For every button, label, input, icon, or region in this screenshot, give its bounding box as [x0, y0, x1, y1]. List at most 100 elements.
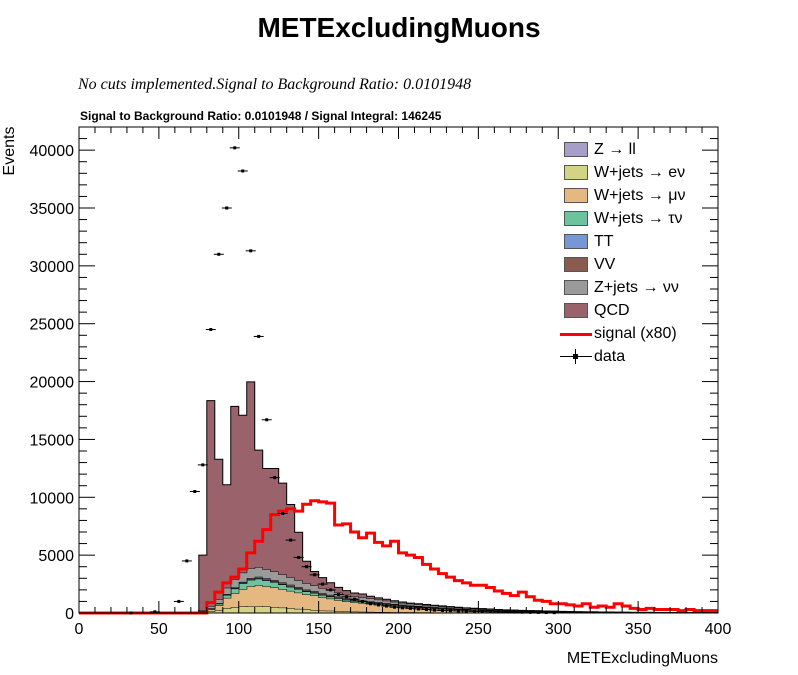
y-tick-label: 10000: [30, 490, 75, 507]
data-point: [337, 592, 341, 596]
main-title: METExcludingMuons: [257, 12, 541, 43]
legend-swatch: [564, 165, 588, 180]
x-tick-label: 350: [625, 621, 652, 638]
data-point: [536, 610, 540, 614]
data-point: [520, 610, 524, 614]
y-tick-label: 15000: [30, 432, 75, 449]
data-point: [528, 610, 532, 614]
data-point: [377, 603, 381, 607]
legend: Z → ll W+jets → eν W+jets → μν W+jets → τν T…: [558, 138, 718, 368]
legend-swatch: [564, 257, 588, 272]
legend-item: Z+jets → νν: [558, 276, 718, 299]
data-point: [297, 555, 301, 559]
data-point: [241, 169, 245, 173]
data-point: [217, 252, 221, 256]
data-point: [177, 599, 181, 603]
data-point: [480, 610, 484, 614]
y-tick-label: 20000: [30, 375, 75, 392]
legend-label: Z → ll: [594, 141, 636, 158]
data-points-group: [125, 146, 560, 615]
data-point: [385, 604, 389, 608]
data-point: [265, 418, 269, 422]
stack-qcd: [79, 381, 718, 613]
data-point: [512, 610, 516, 614]
legend-label: W+jets → μν: [594, 187, 686, 204]
data-point: [353, 597, 357, 601]
data-point: [225, 206, 229, 210]
subtitle: No cuts implemented.Signal to Background…: [78, 76, 472, 93]
legend-item: data: [558, 345, 718, 368]
data-point: [313, 573, 317, 577]
data-point: [233, 146, 237, 150]
legend-label: QCD: [594, 302, 630, 319]
legend-item: W+jets → μν: [558, 184, 718, 207]
y-axis-label: Events: [1, 126, 18, 176]
legend-item: signal (x80): [558, 322, 718, 345]
legend-line-swatch: [560, 333, 592, 336]
legend-item: QCD: [558, 299, 718, 322]
legend-label: data: [594, 348, 626, 365]
data-point: [273, 476, 277, 480]
data-point: [289, 538, 293, 542]
legend-label: W+jets → τν: [594, 210, 683, 227]
x-tick-label: 400: [705, 621, 732, 638]
data-point: [345, 595, 349, 599]
x-tick-label: 250: [465, 621, 492, 638]
signal-line: [79, 499, 718, 615]
data-point: [448, 609, 452, 613]
legend-label: Z+jets → νν: [594, 279, 679, 296]
data-point: [369, 602, 373, 606]
y-tick-label: 40000: [30, 143, 75, 160]
x-tick-label: 300: [545, 621, 572, 638]
data-point: [329, 588, 333, 592]
legend-swatch: [564, 303, 588, 318]
data-point: [201, 463, 205, 467]
data-point: [400, 606, 404, 610]
legend-swatch: [564, 280, 588, 295]
data-point: [249, 249, 253, 253]
plot-title: Signal to Background Ratio: 0.0101948 / …: [80, 109, 442, 123]
data-point: [496, 610, 500, 614]
legend-item: W+jets → eν: [558, 161, 718, 184]
legend-label: W+jets → eν: [594, 164, 686, 181]
legend-item: TT: [558, 230, 718, 253]
legend-data-marker: [573, 354, 578, 359]
legend-swatch: [564, 211, 588, 226]
x-tick-label: 100: [225, 621, 252, 638]
legend-swatch: [564, 234, 588, 249]
signal-line-group: [79, 499, 718, 615]
y-tick-label: 30000: [30, 259, 75, 276]
data-point: [416, 607, 420, 611]
x-tick-label: 0: [75, 621, 84, 638]
data-point: [153, 610, 157, 614]
data-point: [321, 582, 325, 586]
data-point: [432, 608, 436, 612]
legend-item: W+jets → τν: [558, 207, 718, 230]
data-point: [504, 610, 508, 614]
data-point: [257, 334, 261, 338]
data-point: [456, 609, 460, 613]
legend-item: Z → ll: [558, 138, 718, 161]
x-axis-label: METExcludingMuons: [566, 650, 718, 667]
legend-swatch: [564, 142, 588, 157]
stack-outline-qcd: [79, 381, 718, 614]
data-point: [472, 609, 476, 613]
x-tick-label: 50: [150, 621, 168, 638]
data-point: [393, 605, 397, 609]
data-point: [488, 610, 492, 614]
data-point: [185, 559, 189, 563]
data-point: [424, 608, 428, 612]
data-point: [305, 565, 309, 569]
y-tick-label: 5000: [38, 548, 74, 565]
y-tick-label: 35000: [30, 201, 75, 218]
legend-label: TT: [594, 233, 614, 250]
axes-group: 0 50 100 150 200 250 300 350 400 0 5000 10000 15000 2…: [30, 126, 732, 638]
legend-label: signal (x80): [594, 325, 677, 342]
data-point: [408, 606, 412, 610]
legend-item: VV: [558, 253, 718, 276]
data-point: [281, 511, 285, 515]
y-tick-label: 25000: [30, 317, 75, 334]
legend-label: VV: [594, 256, 616, 273]
x-tick-label: 150: [305, 621, 332, 638]
